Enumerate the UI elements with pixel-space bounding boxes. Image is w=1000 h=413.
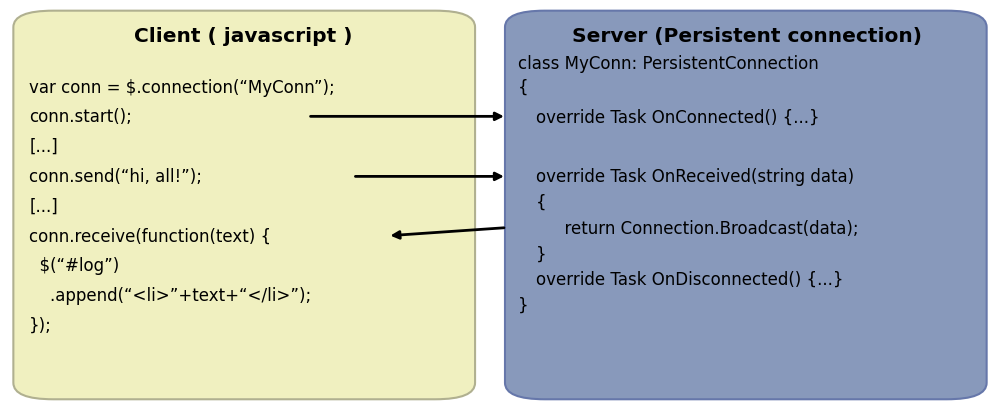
Text: {: { — [536, 193, 547, 211]
Text: $(“#log”): $(“#log”) — [29, 256, 120, 275]
Text: }: } — [536, 244, 547, 263]
FancyBboxPatch shape — [505, 12, 987, 399]
Text: [...]: [...] — [29, 197, 58, 216]
Text: conn.receive(function(text) {: conn.receive(function(text) { — [29, 227, 271, 245]
Text: override Task OnDisconnected() {...}: override Task OnDisconnected() {...} — [536, 270, 843, 288]
Text: return Connection.Broadcast(data);: return Connection.Broadcast(data); — [554, 219, 858, 237]
Text: [...]: [...] — [29, 138, 58, 156]
Text: conn.start();: conn.start(); — [29, 108, 132, 126]
Text: }: } — [518, 296, 529, 313]
Text: {: { — [518, 78, 529, 97]
Text: override Task OnConnected() {...}: override Task OnConnected() {...} — [536, 108, 820, 126]
Text: Server (Persistent connection): Server (Persistent connection) — [572, 27, 922, 46]
Text: });: }); — [29, 316, 52, 334]
Text: var conn = $.connection(“MyConn”);: var conn = $.connection(“MyConn”); — [29, 78, 335, 97]
Text: override Task OnReceived(string data): override Task OnReceived(string data) — [536, 168, 854, 186]
Text: conn.send(“hi, all!”);: conn.send(“hi, all!”); — [29, 168, 202, 186]
Text: class MyConn: PersistentConnection: class MyConn: PersistentConnection — [518, 55, 819, 73]
Text: .append(“<li>”+text+“</li>”);: .append(“<li>”+text+“</li>”); — [29, 286, 312, 304]
FancyBboxPatch shape — [13, 12, 475, 399]
Text: Client ( javascript ): Client ( javascript ) — [134, 27, 353, 46]
